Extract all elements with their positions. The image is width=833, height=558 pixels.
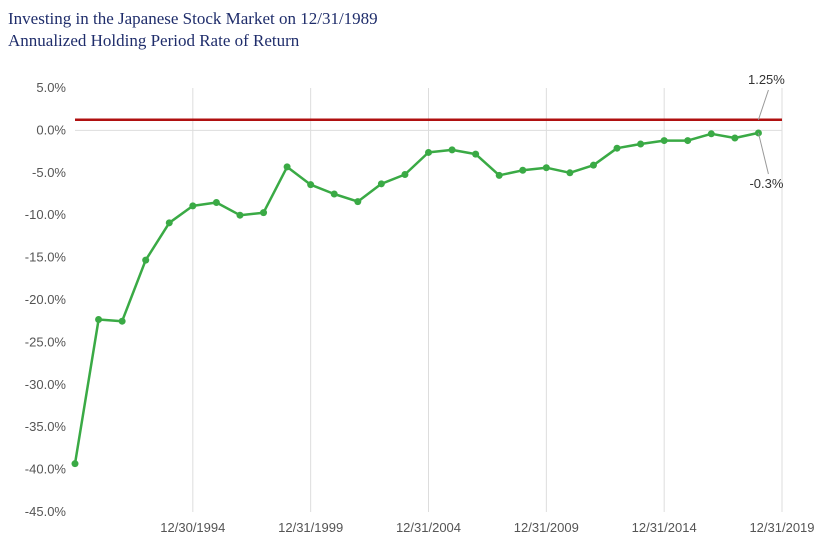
callout-label: -0.3%	[749, 176, 783, 191]
x-tick-label: 12/31/2009	[514, 520, 579, 535]
y-tick-label: -35.0%	[25, 419, 67, 434]
data-point	[118, 317, 126, 325]
x-tick-label: 12/31/1999	[278, 520, 343, 535]
data-point	[637, 140, 645, 148]
y-tick-label: -10.0%	[25, 207, 67, 222]
annotations: 1.25% -0.3%	[748, 72, 785, 191]
data-point	[425, 148, 432, 156]
data-point	[542, 164, 550, 172]
data-point	[684, 137, 692, 145]
y-tick-label: -40.0%	[25, 462, 67, 477]
data-point	[283, 163, 291, 171]
data-point	[401, 170, 409, 178]
y-tick-label: -45.0%	[25, 504, 67, 519]
y-tick-label: -5.0%	[32, 165, 66, 180]
y-tick-label: -15.0%	[25, 250, 67, 265]
data-point	[660, 137, 668, 145]
y-tick-label: -20.0%	[25, 292, 67, 307]
data-point	[212, 198, 220, 206]
callout-label: 1.25%	[748, 72, 785, 87]
series-line	[73, 131, 759, 464]
callout-leader	[757, 132, 769, 175]
y-tick-label: 5.0%	[36, 80, 66, 95]
data-point	[71, 460, 79, 468]
chart-title: Investing in the Japanese Stock Market o…	[8, 9, 378, 28]
data-point	[189, 202, 197, 210]
data-point	[95, 316, 103, 324]
data-point	[566, 169, 574, 177]
data-point	[472, 150, 480, 158]
data-point	[307, 181, 315, 189]
data-point	[236, 211, 244, 219]
y-tick-label: -25.0%	[25, 334, 67, 349]
x-tick-label: 12/31/2019	[749, 520, 814, 535]
data-point	[330, 190, 338, 198]
y-tick-label: 0.0%	[36, 122, 66, 137]
data-point	[707, 130, 715, 138]
data-point	[519, 166, 527, 174]
x-tick-label: 12/30/1994	[160, 520, 225, 535]
data-point	[731, 134, 739, 142]
data-point	[448, 146, 456, 154]
gridlines	[75, 88, 783, 512]
callout-leader	[757, 89, 769, 120]
y-axis: 5.0% 0.0% -5.0% -10.0% -15.0% -20.0% -25.0% -30…	[25, 80, 67, 519]
y-tick-label: -30.0%	[25, 377, 67, 392]
x-tick-label: 12/31/2004	[396, 520, 461, 535]
x-tick-label: 12/31/2014	[632, 520, 697, 535]
data-point	[613, 144, 621, 152]
data-point	[495, 171, 503, 179]
x-axis: 12/30/1994 12/31/1999 12/31/2004 12/31/2009…	[160, 520, 814, 535]
series-group	[71, 129, 762, 468]
data-point	[142, 256, 150, 264]
chart-subtitle: Annualized Holding Period Rate of Return	[8, 31, 300, 50]
data-point	[165, 219, 173, 227]
title-block: Investing in the Japanese Stock Market o…	[8, 8, 378, 52]
data-point	[377, 180, 385, 188]
data-point	[260, 209, 268, 217]
data-point	[589, 161, 597, 169]
data-point	[354, 198, 362, 206]
